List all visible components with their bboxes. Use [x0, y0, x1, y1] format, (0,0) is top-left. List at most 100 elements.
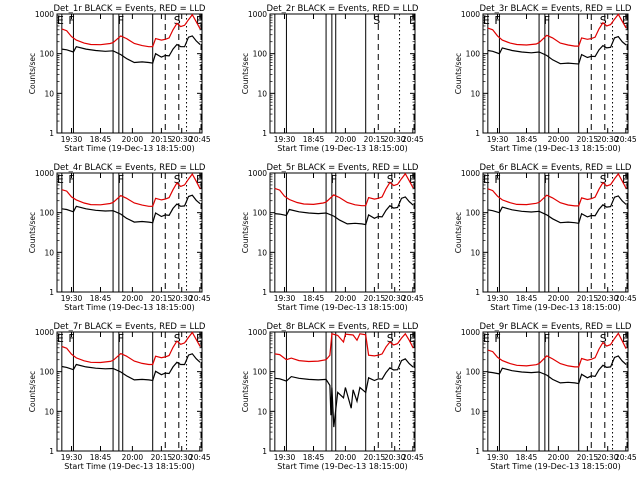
event-marker-label: E: [57, 14, 64, 27]
x-tick-label: 20:30: [384, 453, 406, 462]
series-line-lld: [61, 13, 201, 48]
y-tick-label: 10: [470, 89, 480, 98]
y-axis-label: Counts/sec: [454, 212, 463, 253]
event-marker-label: E: [622, 14, 629, 27]
x-tick-label: 20:15: [577, 294, 599, 303]
panel-title: Det_3r BLACK = Events, RED = LLD: [480, 4, 632, 14]
x-tick-label: 20:15: [364, 135, 386, 144]
panel-title: Det_9r BLACK = Events, RED = LLD: [480, 322, 632, 332]
y-axis-label: Counts/sec: [454, 371, 463, 412]
plot-frame: [269, 13, 416, 134]
x-tick-label: 20:45: [189, 294, 211, 303]
x-tick-label: 18:45: [516, 453, 538, 462]
x-tick-label: 20:00: [122, 135, 144, 144]
series-line-events: [61, 194, 201, 224]
x-tick-label: 20:15: [577, 135, 599, 144]
x-tick-label: 20:00: [335, 294, 357, 303]
x-tick-label: 20:30: [384, 294, 406, 303]
plot-frame: [56, 13, 203, 134]
panel-det_1r: Det_1r BLACK = Events, RED = LLD 1 10 100 10…: [28, 4, 211, 153]
y-tick-label: 100: [253, 209, 268, 218]
x-tick-label: 19:30: [61, 453, 83, 462]
x-tick-label: 20:45: [402, 135, 424, 144]
panel-det_2r: Det_2r BLACK = Events, RED = LLD 1 10 100 10…: [241, 4, 424, 153]
y-tick-label: 1000: [35, 169, 54, 178]
panel-det_9r: Det_9r BLACK = Events, RED = LLD 1 10 100 10…: [454, 322, 637, 471]
event-marker-label: E: [622, 332, 629, 345]
y-axis-label: Counts/sec: [28, 371, 37, 412]
y-tick-label: 100: [40, 209, 55, 218]
panel-title: Det_7r BLACK = Events, RED = LLD: [54, 322, 206, 332]
y-tick-label: 10: [44, 248, 54, 257]
event-marker-label: S: [174, 14, 181, 27]
event-marker-label: E: [57, 332, 64, 345]
x-axis-label: Start Time (19-Dec-13 18:15:00): [490, 303, 621, 312]
panel-title: Det_8r BLACK = Events, RED = LLD: [267, 322, 419, 332]
y-tick-label: 100: [466, 368, 481, 377]
x-tick-label: 18:45: [516, 135, 538, 144]
panel-det_4r: Det_4r BLACK = Events, RED = LLD 1 10 100 10…: [28, 163, 211, 312]
plot-frame: [482, 172, 629, 293]
x-tick-label: 20:45: [402, 294, 424, 303]
x-tick-label: 20:15: [151, 294, 173, 303]
x-tick-label: 20:00: [548, 294, 570, 303]
y-tick-label: 1000: [35, 10, 54, 19]
y-tick-label: 10: [44, 407, 54, 416]
series-line-lld: [487, 172, 627, 207]
plot-frame: [269, 172, 416, 293]
y-tick-label: 10: [470, 407, 480, 416]
event-marker-label: E: [196, 332, 203, 345]
x-tick-label: 18:45: [90, 135, 112, 144]
x-tick-label: 20:00: [335, 453, 357, 462]
x-tick-label: 18:45: [90, 294, 112, 303]
event-marker-label: E: [196, 14, 203, 27]
y-axis-label: Counts/sec: [28, 212, 37, 253]
x-tick-label: 20:15: [577, 453, 599, 462]
event-marker-label: F: [544, 173, 550, 186]
event-marker-label: F: [118, 173, 124, 186]
x-tick-label: 20:30: [171, 135, 193, 144]
y-tick-label: 100: [40, 368, 55, 377]
event-marker-label: E: [483, 332, 490, 345]
x-tick-label: 20:00: [122, 294, 144, 303]
x-tick-label: 19:30: [487, 294, 509, 303]
x-tick-label: 19:30: [274, 135, 296, 144]
x-tick-label: 20:30: [597, 294, 619, 303]
x-tick-label: 18:45: [303, 453, 325, 462]
x-axis-label: Start Time (19-Dec-13 18:15:00): [64, 303, 195, 312]
x-tick-label: 20:00: [122, 453, 144, 462]
y-tick-label: 10: [470, 248, 480, 257]
y-tick-label: 1000: [461, 10, 480, 19]
series-line-lld: [61, 331, 201, 366]
x-tick-label: 20:45: [189, 453, 211, 462]
x-tick-label: 18:45: [90, 453, 112, 462]
plot-frame: [482, 331, 629, 452]
panel-title: Det_6r BLACK = Events, RED = LLD: [480, 163, 632, 173]
x-axis-label: Start Time (19-Dec-13 18:15:00): [64, 462, 195, 471]
x-axis-label: Start Time (19-Dec-13 18:15:00): [277, 303, 408, 312]
y-tick-label: 10: [257, 248, 267, 257]
x-tick-label: 18:45: [303, 135, 325, 144]
series-line-lld: [61, 173, 201, 207]
x-tick-label: 20:45: [189, 135, 211, 144]
x-tick-label: 20:30: [597, 135, 619, 144]
panel-det_6r: Det_6r BLACK = Events, RED = LLD 1 10 100 10…: [454, 163, 637, 312]
y-tick-label: 1: [262, 288, 267, 297]
y-tick-label: 1: [49, 129, 54, 138]
plot-frame: [482, 13, 629, 134]
y-tick-label: 100: [40, 50, 55, 59]
y-tick-label: 1000: [248, 10, 267, 19]
series-line-events: [274, 196, 414, 226]
x-axis-label: Start Time (19-Dec-13 18:15:00): [490, 462, 621, 471]
event-marker-label: S: [174, 332, 181, 345]
y-tick-label: 100: [253, 50, 268, 59]
event-marker-label: E: [409, 173, 416, 186]
event-marker-label: E: [622, 173, 629, 186]
event-marker-label: F: [494, 14, 500, 27]
event-marker-label: F: [118, 14, 124, 27]
x-tick-label: 20:45: [615, 294, 637, 303]
event-marker-label: F: [544, 332, 550, 345]
x-tick-label: 20:00: [548, 453, 570, 462]
panel-title: Det_2r BLACK = Events, RED = LLD: [267, 4, 419, 14]
